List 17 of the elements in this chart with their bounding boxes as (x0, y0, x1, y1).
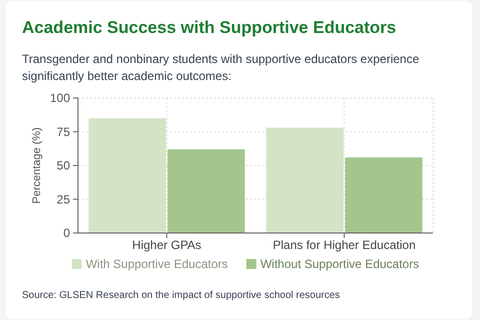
chart-subtitle: Transgender and nonbinary students with supportive educators experience significantly better academic outcomes: (22, 52, 420, 83)
y-tick-label: 25 (56, 192, 70, 206)
y-tick-label: 0 (63, 226, 70, 240)
bar (168, 149, 245, 233)
x-tick-label: Plans for Higher Education (272, 238, 416, 252)
y-tick-label: 100 (50, 91, 70, 106)
y-tick-label: 75 (56, 124, 70, 139)
x-tick-label: Higher GPAs (132, 238, 202, 252)
bar (266, 128, 344, 233)
bar (88, 118, 166, 233)
legend-label: Without Supportive Educators (260, 257, 420, 271)
legend-label: With Supportive Educators (86, 257, 228, 271)
y-tick-label: 50 (56, 158, 70, 173)
source-note: Source: GLSEN Research on the impact of supportive school resources (22, 290, 340, 301)
chart-title: Academic Success with Supportive Educators (22, 18, 396, 37)
y-axis-title: Percentage (%) (31, 127, 43, 204)
bar (345, 157, 422, 233)
